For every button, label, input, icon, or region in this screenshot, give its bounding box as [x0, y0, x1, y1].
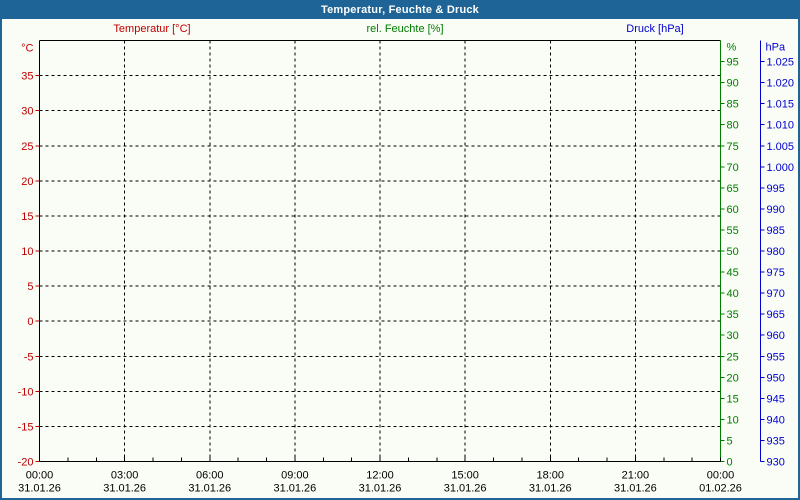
- temp-tick-label: -5: [24, 351, 34, 363]
- humidity-tick-label: 80: [727, 120, 739, 132]
- date-tick-label: 31.01.26: [529, 483, 572, 495]
- humidity-tick-label: 40: [727, 288, 739, 300]
- pressure-tick-label: 1.025: [767, 57, 795, 69]
- humidity-tick-label: 50: [727, 246, 739, 258]
- humidity-tick-label: 35: [727, 309, 739, 321]
- date-tick-label: 31.01.26: [18, 483, 61, 495]
- pressure-tick-label: 950: [767, 372, 785, 384]
- humidity-tick-label: 75: [727, 141, 739, 153]
- temp-tick-label: 30: [21, 106, 33, 118]
- humidity-tick-label: 95: [727, 57, 739, 69]
- date-tick-label: 31.01.26: [359, 483, 402, 495]
- temp-tick-label: -15: [18, 421, 34, 433]
- pressure-tick-label: 980: [767, 246, 785, 258]
- pressure-tick-label: 1.005: [767, 141, 795, 153]
- pressure-unit-label: hPa: [766, 42, 786, 54]
- pressure-tick-label: 955: [767, 351, 785, 363]
- pressure-tick-label: 930: [767, 457, 785, 469]
- temp-tick-label: 15: [21, 211, 33, 223]
- humidity-tick-label: 10: [727, 414, 739, 426]
- time-tick-label: 00:00: [26, 470, 54, 482]
- temp-tick-label: -20: [18, 457, 34, 469]
- humidity-tick-label: 15: [727, 393, 739, 405]
- pressure-tick-label: 970: [767, 288, 785, 300]
- temp-tick-label: 0: [27, 316, 33, 328]
- pressure-tick-label: 985: [767, 225, 785, 237]
- pressure-tick-label: 965: [767, 309, 785, 321]
- date-tick-label: 31.01.26: [614, 483, 657, 495]
- time-tick-label: 06:00: [196, 470, 224, 482]
- pressure-tick-label: 1.020: [767, 78, 795, 90]
- pressure-tick-label: 975: [767, 267, 785, 279]
- pressure-tick-label: 1.010: [767, 120, 795, 132]
- date-tick-label: 31.01.26: [444, 483, 487, 495]
- humidity-tick-label: 55: [727, 225, 739, 237]
- time-tick-label: 15:00: [451, 470, 479, 482]
- pressure-tick-label: 940: [767, 414, 785, 426]
- humidity-axis-title: rel. Feuchte [%]: [366, 23, 444, 35]
- time-tick-label: 03:00: [111, 470, 139, 482]
- pressure-tick-label: 990: [767, 204, 785, 216]
- humidity-tick-label: 0: [727, 457, 733, 469]
- date-tick-label: 31.01.26: [273, 483, 316, 495]
- temperature-unit-label: °C: [21, 43, 33, 55]
- pressure-tick-label: 960: [767, 330, 785, 342]
- temp-tick-label: 35: [21, 71, 33, 83]
- chart-title: Temperatur, Feuchte & Druck: [320, 4, 479, 16]
- humidity-tick-label: 30: [727, 330, 739, 342]
- humidity-tick-label: 5: [727, 435, 733, 447]
- humidity-tick-label: 20: [727, 372, 739, 384]
- time-tick-label: 12:00: [366, 470, 394, 482]
- humidity-tick-label: 85: [727, 99, 739, 111]
- temp-tick-label: -10: [18, 386, 34, 398]
- pressure-axis-title: Druck [hPa]: [626, 23, 684, 35]
- humidity-tick-label: 70: [727, 162, 739, 174]
- temp-tick-label: 10: [21, 246, 33, 258]
- date-tick-label: 01.02.26: [699, 483, 742, 495]
- date-tick-label: 31.01.26: [188, 483, 231, 495]
- pressure-tick-label: 995: [767, 183, 785, 195]
- date-tick-label: 31.01.26: [103, 483, 146, 495]
- time-tick-label: 21:00: [622, 470, 650, 482]
- pressure-tick-label: 935: [767, 435, 785, 447]
- humidity-tick-label: 65: [727, 183, 739, 195]
- title-bar: Temperatur, Feuchte & Druck: [2, 2, 798, 19]
- temp-tick-label: 20: [21, 176, 33, 188]
- pressure-tick-label: 945: [767, 393, 785, 405]
- pressure-tick-label: 1.015: [767, 99, 795, 111]
- temp-tick-label: 5: [27, 281, 33, 293]
- humidity-unit-label: %: [727, 42, 737, 54]
- humidity-tick-label: 60: [727, 204, 739, 216]
- temp-tick-label: 25: [21, 141, 33, 153]
- pressure-tick-label: 1.000: [767, 162, 795, 174]
- humidity-tick-label: 45: [727, 267, 739, 279]
- humidity-tick-label: 90: [727, 78, 739, 90]
- time-tick-label: 09:00: [281, 470, 309, 482]
- time-tick-label: 18:00: [536, 470, 564, 482]
- time-tick-label: 00:00: [707, 470, 735, 482]
- humidity-tick-label: 25: [727, 351, 739, 363]
- temperature-axis-title: Temperatur [°C]: [113, 23, 191, 35]
